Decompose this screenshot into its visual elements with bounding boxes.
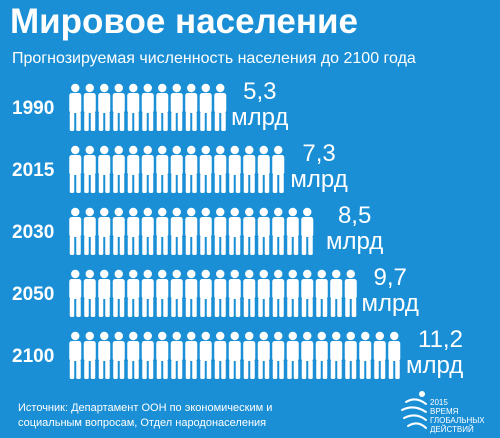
unit-label: млрд — [406, 352, 463, 379]
logo-year: 2015 — [430, 398, 448, 407]
unit-label: млрд — [290, 166, 347, 193]
year-label: 2100 — [12, 346, 54, 367]
chart-subtitle: Прогнозируемая численность населения до … — [12, 50, 416, 67]
unit-label: млрд — [231, 104, 288, 131]
chart-title: Мировое население — [10, 2, 358, 41]
population-bar — [69, 145, 285, 193]
year-label: 1990 — [12, 98, 54, 119]
unit-label: млрд — [326, 228, 383, 255]
population-bar — [69, 83, 227, 131]
population-bar — [69, 331, 401, 379]
population-bar — [69, 207, 314, 255]
value-label: 8,5 — [338, 202, 371, 229]
source-note: Источник: Департамент ООН по экономическ… — [18, 402, 273, 429]
population-chart: 19905,3млрд20157,3млрд20308,5млрд20509,7… — [12, 78, 463, 379]
unit-label: млрд — [362, 290, 419, 317]
year-label: 2030 — [12, 222, 54, 243]
value-label: 11,2 — [418, 326, 463, 353]
logo-caption: ВРЕМЯ ГЛОБАЛЬНЫХ ДЕЙСТВИЙ — [430, 407, 485, 434]
value-label: 9,7 — [374, 264, 407, 291]
year-label: 2015 — [12, 160, 55, 181]
year-label: 2050 — [12, 284, 54, 305]
global-action-logo — [401, 391, 427, 429]
population-bar — [69, 269, 357, 317]
value-label: 5,3 — [243, 78, 276, 105]
logo-text: 2015 ВРЕМЯ ГЛОБАЛЬНЫХ ДЕЙСТВИЙ — [430, 398, 500, 434]
value-label: 7,3 — [302, 140, 335, 167]
